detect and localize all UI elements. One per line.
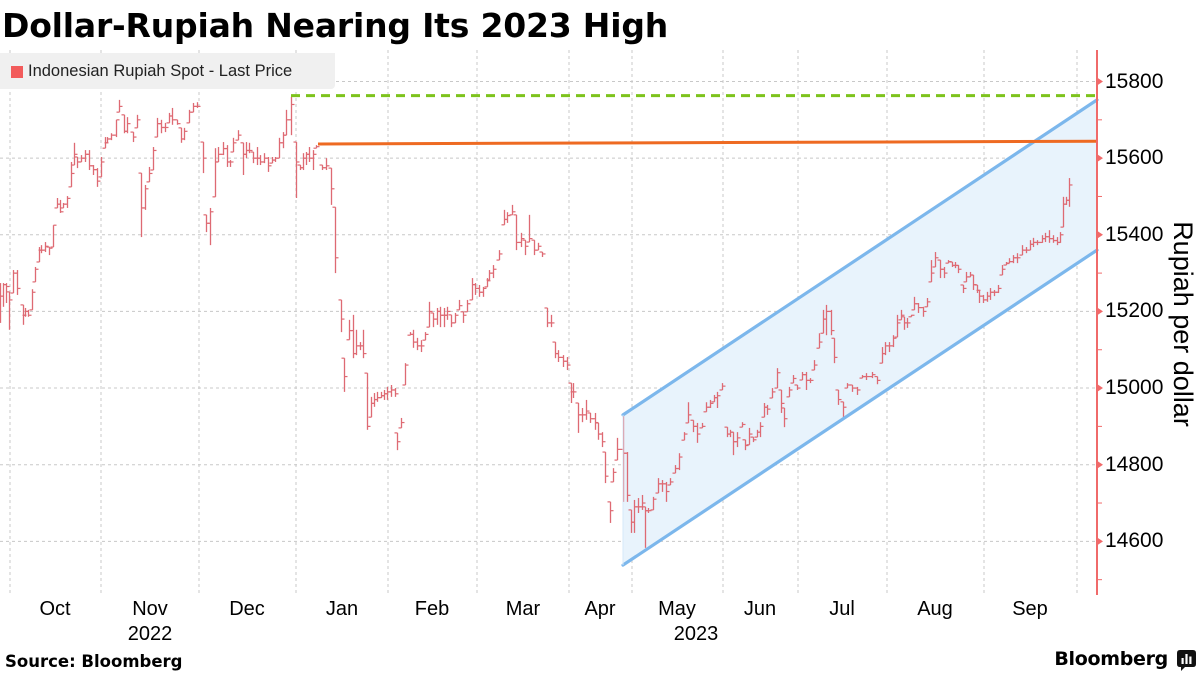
brand-logo-text: Bloomberg [1054, 648, 1168, 670]
y-axis [1096, 50, 1103, 595]
x-tick-label: Feb [414, 598, 450, 620]
y-major-tick [1097, 460, 1103, 469]
price-bars [0, 96, 1073, 548]
y-tick-label: 14600 [1105, 529, 1164, 552]
trend-channel-area [623, 99, 1097, 566]
chart-title: Dollar-Rupiah Nearing Its 2023 High [2, 6, 669, 45]
y-tick-label: 15200 [1105, 299, 1164, 322]
x-tick-label: Mar [505, 598, 541, 620]
x-year-label: 2022 [127, 623, 173, 645]
y-tick-label: 15000 [1105, 376, 1164, 399]
y-tick-label: 15600 [1105, 146, 1164, 169]
y-major-tick [1097, 77, 1103, 86]
x-tick-label: Oct [39, 598, 71, 620]
y-major-tick [1097, 230, 1103, 239]
x-tick-label: Dec [229, 598, 265, 620]
legend: Indonesian Rupiah Spot - Last Price [0, 53, 335, 89]
x-tick-label: Sep [1012, 598, 1048, 620]
bloomberg-chart-bubble-icon [1177, 650, 1196, 671]
channel-upper-line [621, 98, 1099, 417]
source-note: Source: Bloomberg [5, 652, 183, 671]
x-year-label: 2023 [673, 623, 719, 645]
legend-label: Indonesian Rupiah Spot - Last Price [28, 62, 293, 80]
y-major-tick [1097, 307, 1103, 316]
reference-line-2023-high [317, 139, 1098, 146]
legend-swatch-icon [11, 66, 23, 78]
y-major-tick [1097, 154, 1103, 163]
x-tick-label: Nov [132, 598, 168, 620]
y-major-tick [1097, 537, 1103, 546]
x-tick-label: Jun [743, 598, 777, 620]
x-tick-label: Aug [917, 598, 953, 620]
trend-channel-lines [621, 98, 1099, 567]
channel-lower-line [621, 248, 1099, 567]
x-tick-label: Jan [325, 598, 359, 620]
y-tick-label: 14800 [1105, 453, 1164, 476]
trend-channel-fill [623, 99, 1097, 566]
reference-lines [291, 94, 1098, 146]
x-tick-label: May [658, 598, 696, 620]
y-tick-label: 15400 [1105, 223, 1164, 246]
y-major-tick [1097, 384, 1103, 393]
y-tick-label: 15800 [1105, 70, 1164, 93]
y-axis-label: Rupiah per dollar [1168, 221, 1198, 427]
x-tick-label: Apr [584, 598, 616, 620]
x-tick-label: Jul [829, 598, 855, 620]
